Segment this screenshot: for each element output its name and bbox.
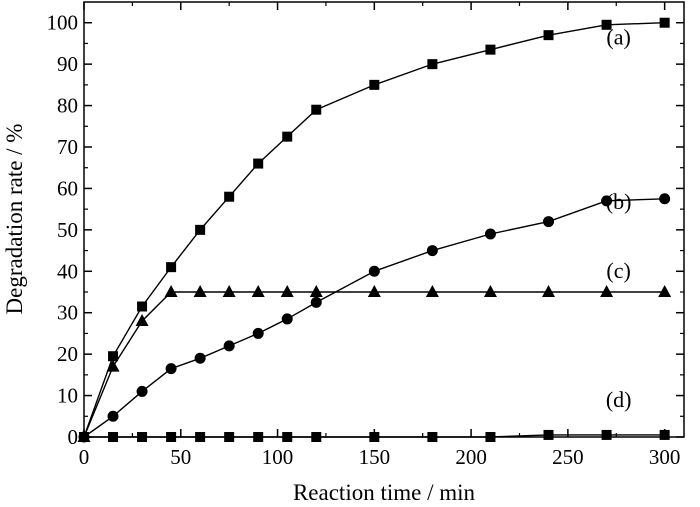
data-point-circle [252, 327, 264, 339]
data-point-square [108, 432, 119, 442]
data-point-square [601, 19, 612, 30]
data-point-triangle [542, 285, 556, 297]
y-axis-label: Degradation rate / % [2, 124, 27, 315]
data-point-circle [659, 193, 671, 205]
data-point-triangle [135, 314, 149, 326]
y-tick-label: 20 [57, 342, 78, 366]
series-label: (b) [606, 189, 632, 214]
data-point-triangle [309, 285, 323, 297]
data-point-circle [543, 216, 555, 228]
data-point-triangle [367, 285, 381, 297]
data-point-square [253, 158, 264, 169]
data-point-square [427, 432, 438, 442]
series-3 [77, 285, 672, 442]
data-point-circle [601, 195, 613, 207]
data-point-square [137, 432, 148, 442]
y-tick-label: 40 [57, 259, 78, 283]
data-point-triangle [658, 285, 672, 297]
data-point-triangle [425, 285, 439, 297]
data-point-square [108, 351, 119, 362]
x-tick-label: 0 [79, 445, 90, 469]
data-point-square [369, 79, 380, 90]
x-tick-label: 50 [170, 445, 191, 469]
data-point-square [543, 30, 554, 41]
series-labels: (a) (b) (c) (d) [606, 25, 632, 412]
y-tick-label: 60 [57, 176, 78, 200]
y-tick-label: 70 [57, 135, 78, 159]
data-point-triangle [222, 285, 236, 297]
data-point-circle [368, 265, 380, 277]
y-tick-label: 0 [68, 425, 79, 449]
data-point-square [166, 262, 177, 273]
data-point-circle [194, 352, 206, 364]
data-point-square [659, 429, 670, 440]
data-point-triangle [106, 359, 120, 372]
y-tick-label: 50 [57, 218, 78, 242]
y-tick-label: 30 [57, 301, 78, 325]
data-point-circle [426, 245, 438, 257]
data-point-square [311, 104, 322, 115]
data-point-square [195, 224, 206, 235]
series-4 [79, 429, 670, 442]
data-point-square [195, 432, 206, 442]
y-tick-label: 90 [57, 52, 78, 76]
data-point-triangle [251, 285, 265, 297]
axis-ticks: 0 50 100 150 200 250 300 0 10 20 30 40 50 60 70 80 90 100 [47, 2, 684, 469]
series-1 [79, 17, 670, 442]
data-point-circle [310, 296, 322, 308]
data-point-circle [136, 385, 148, 397]
x-tick-label: 200 [455, 445, 487, 469]
y-tick-label: 100 [47, 11, 79, 35]
x-tick-label: 150 [359, 445, 391, 469]
data-point-circle [281, 313, 293, 325]
data-point-square [79, 432, 89, 442]
y-tick-label: 10 [57, 384, 78, 408]
data-point-square [282, 432, 293, 442]
x-tick-label: 100 [262, 445, 294, 469]
series-label: (d) [606, 387, 632, 412]
data-point-circle [165, 363, 177, 375]
data-point-square [601, 429, 612, 440]
series-label: (a) [606, 25, 630, 50]
data-point-square [166, 432, 177, 442]
x-tick-label: 300 [649, 445, 681, 469]
data-point-square [224, 432, 235, 442]
series-label: (c) [606, 258, 630, 283]
data-point-square [311, 432, 322, 442]
data-point-triangle [600, 285, 614, 297]
data-point-triangle [280, 285, 294, 297]
data-point-square [485, 44, 496, 55]
data-point-square [659, 17, 670, 28]
data-point-square [137, 301, 148, 312]
data-point-square [282, 131, 293, 142]
data-point-triangle [483, 285, 497, 297]
series-line [83, 198, 665, 438]
data-point-circle [484, 228, 496, 240]
data-point-square [253, 432, 264, 442]
data-point-circle [107, 410, 119, 422]
data-point-triangle [164, 285, 178, 297]
data-point-square [485, 432, 496, 442]
data-point-square [427, 59, 438, 70]
x-tick-label: 250 [552, 445, 584, 469]
data-point-square [543, 429, 554, 440]
data-point-square [224, 191, 235, 202]
y-tick-label: 80 [57, 94, 78, 118]
series-2 [78, 193, 671, 443]
data-point-circle [223, 340, 235, 352]
series-layer [77, 17, 672, 443]
x-axis-label: Reaction time / min [293, 480, 476, 505]
data-point-triangle [193, 285, 207, 297]
data-point-square [369, 432, 380, 442]
